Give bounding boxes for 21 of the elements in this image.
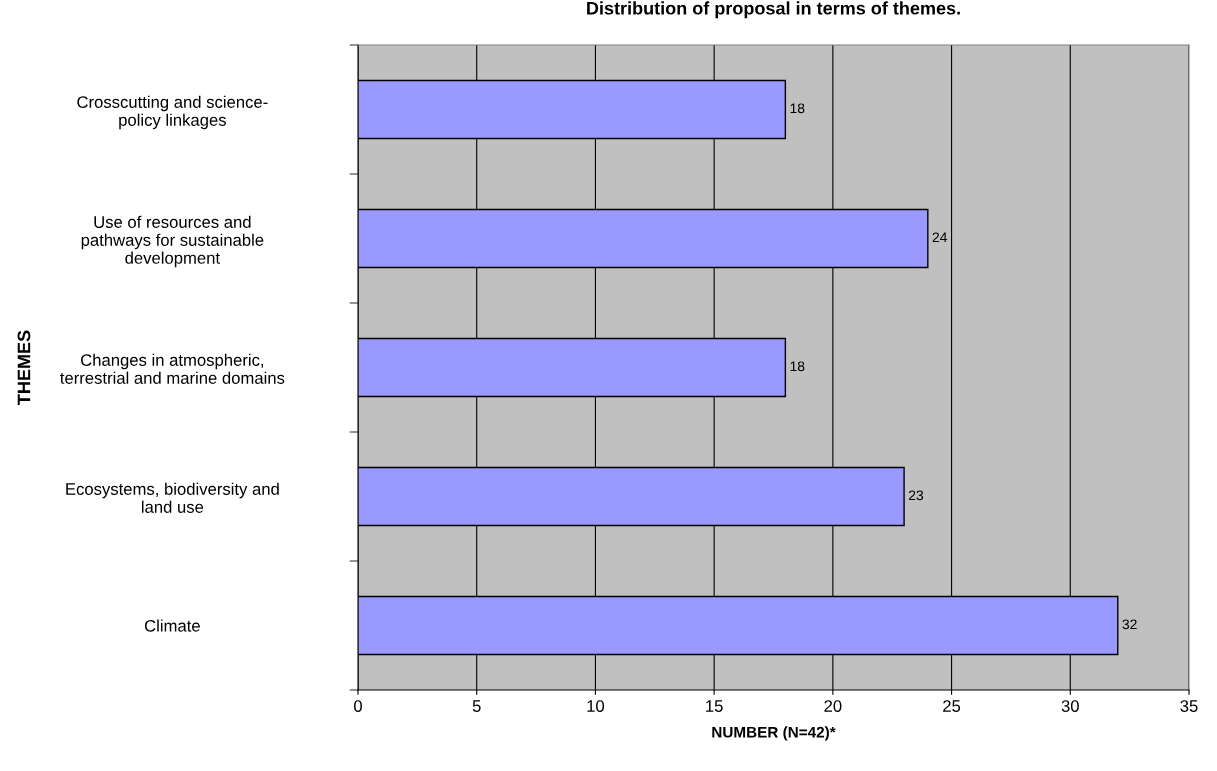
y-tick-label: Crosscutting and science- policy linkages (77, 95, 268, 130)
x-tick-label: 25 (943, 700, 961, 712)
x-tick-label: 35 (1180, 700, 1198, 712)
y-tick-label: Ecosystems, biodiversity and land use (66, 482, 279, 513)
x-tick-label: 30 (1061, 700, 1079, 712)
x-tick-label: 10 (587, 700, 605, 712)
x-axis-title: NUMBER (N=42)* (712, 726, 836, 741)
x-tick-label: 5 (472, 700, 481, 712)
data-label: 24 (932, 232, 948, 243)
data-label: 18 (790, 103, 805, 114)
data-label: 32 (1122, 619, 1137, 630)
data-label: 18 (790, 361, 805, 372)
chart-title: Distribution of proposal in terms of themes. (587, 1, 960, 19)
y-tick-label: Use of resources and pathways for sustainable development (81, 215, 264, 268)
y-tick-label: Climate (144, 619, 200, 632)
x-tick-label: 0 (354, 700, 362, 712)
x-tick-label: 15 (706, 700, 723, 712)
y-tick-label: Changes in atmospheric, terrestrial and marine domains (60, 353, 285, 384)
y-axis-title: THEMES (17, 330, 31, 405)
data-label: 23 (908, 490, 924, 501)
x-tick-label: 20 (824, 700, 842, 712)
